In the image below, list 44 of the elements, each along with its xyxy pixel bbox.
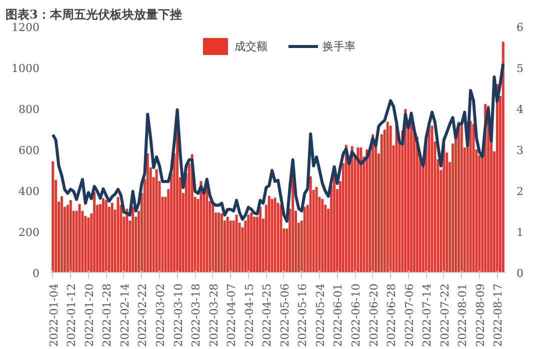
x-tick-label: 2022-04-07	[225, 284, 238, 347]
y2-tick-label: 3	[516, 144, 524, 157]
x-tick-label: 2022-06-20	[367, 284, 380, 347]
x-tick-label: 2022-06-01	[332, 284, 345, 347]
legend-label: 换手率	[322, 38, 356, 54]
x-tick-label: 2022-05-16	[296, 284, 310, 347]
x-tick-label: 2022-03-10	[172, 284, 185, 347]
chart-title: 图表3：本周五光伏板块放量下挫	[6, 8, 182, 22]
y-tick-label: 200	[18, 226, 40, 239]
x-tick-label: 2022-03-02	[154, 284, 168, 347]
y2-tick-label: 4	[516, 103, 524, 116]
x-tick-label: 2022-05-06	[278, 284, 292, 347]
x-tick-label: 2022-01-12	[65, 284, 78, 347]
x-tick-label: 2022-05-24	[314, 284, 327, 347]
x-tick-label: 2022-04-15	[242, 284, 256, 347]
y2-tick-label: 1	[516, 226, 524, 239]
x-tick-label: 2022-06-28	[385, 284, 398, 347]
y-tick-label: 1000	[12, 62, 40, 75]
x-tick-label: 2022-07-14	[420, 284, 434, 347]
y2-tick-label: 2	[516, 185, 524, 198]
y2-tick-label: 5	[516, 62, 524, 75]
y-tick-label: 600	[18, 144, 40, 157]
y2-tick-label: 6	[516, 21, 524, 34]
y2-tick-label: 0	[516, 267, 524, 280]
y-tick-label: 800	[18, 103, 40, 116]
x-tick-label: 2022-01-28	[100, 284, 114, 347]
x-tick-label: 2022-07-06	[402, 284, 416, 347]
x-tick-label: 2022-03-28	[207, 284, 220, 347]
x-tick-label: 2022-03-18	[190, 284, 203, 347]
x-tick-label: 2022-04-25	[260, 284, 274, 347]
y-tick-label: 1200	[12, 21, 40, 34]
x-tick-label: 2022-01-20	[82, 284, 96, 347]
x-tick-label: 2022-02-14	[118, 284, 132, 347]
y-tick-label: 400	[18, 185, 40, 198]
x-tick-label: 2022-08-17	[492, 284, 505, 347]
legend-label: 成交额	[234, 38, 268, 54]
y-tick-label: 0	[32, 267, 40, 280]
x-tick-label: 2022-08-09	[474, 284, 487, 347]
x-tick-label: 2022-08-01	[456, 284, 470, 347]
x-tick-label: 2022-01-04	[47, 284, 60, 347]
x-tick-label: 2022-07-22	[438, 284, 452, 347]
x-tick-label: 2022-02-22	[136, 284, 150, 347]
line-series	[51, 62, 505, 223]
x-tick-label: 2022-06-10	[350, 284, 363, 347]
